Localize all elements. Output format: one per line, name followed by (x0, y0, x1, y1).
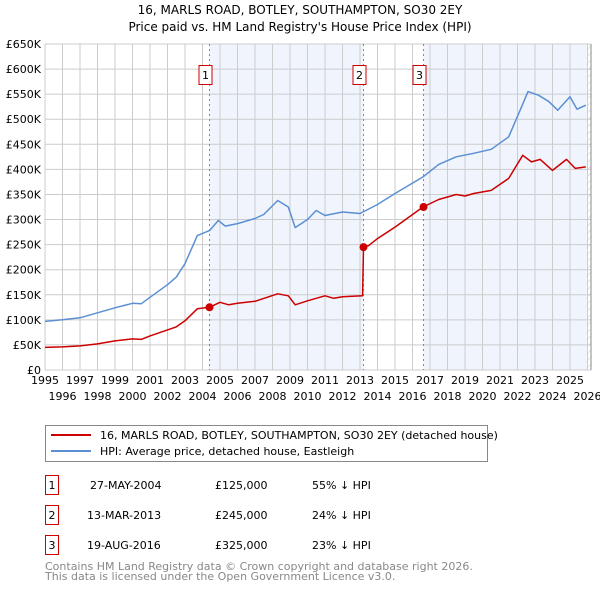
sale-point (419, 203, 428, 211)
table-row: 1 27-MAY-2004 £125,000 55% ↓ HPI (45, 475, 371, 495)
x-tick-label: 2006 (224, 390, 252, 403)
y-tick-label: £600K (6, 63, 42, 76)
y-tick-label: £550K (6, 88, 42, 101)
row-number: 2 (49, 509, 56, 522)
y-tick-label: £50K (13, 339, 42, 352)
x-tick-label: 2005 (206, 374, 234, 387)
x-tick-label: 2016 (399, 390, 427, 403)
x-tick-label: 2000 (119, 390, 147, 403)
table-row: 3 19-AUG-2016 £325,000 23% ↓ HPI (45, 535, 371, 555)
svg-text:2: 2 (356, 69, 363, 82)
y-tick-label: £200K (6, 264, 42, 277)
x-tick-label: 2001 (136, 374, 164, 387)
x-tick-label: 2009 (276, 374, 304, 387)
chart-title: 16, MARLS ROAD, BOTLEY, SOUTHAMPTON, SO3… (138, 3, 463, 17)
row-date: 13-MAR-2013 (87, 509, 161, 522)
legend-label-hpi: HPI: Average price, detached house, East… (100, 445, 354, 458)
x-tick-label: 2014 (364, 390, 392, 403)
sale-point (205, 303, 214, 312)
x-tick-label: 1996 (49, 390, 77, 403)
x-tick-label: 1995 (31, 374, 59, 387)
property-price-line (44, 154, 586, 349)
x-tick-label: 2011 (311, 374, 339, 387)
row-number: 1 (49, 479, 56, 492)
x-tick-label: 2022 (504, 390, 532, 403)
x-tick-label: 2003 (171, 374, 199, 387)
x-tick-label: 2026 (574, 390, 600, 403)
y-tick-label: £100K (6, 314, 42, 327)
ownership-shade-2 (423, 44, 587, 370)
x-tick-label: 1997 (66, 374, 94, 387)
row-hpi: 24% ↓ HPI (312, 509, 371, 522)
y-tick-label: £350K (6, 188, 42, 201)
y-tick-label: £150K (6, 289, 42, 302)
row-price: £125,000 (215, 479, 268, 492)
legend-label-property: 16, MARLS ROAD, BOTLEY, SOUTHAMPTON, SO3… (100, 429, 498, 442)
legend-box (45, 425, 488, 462)
y-tick-label: £650K (6, 38, 42, 51)
row-date: 27-MAY-2004 (90, 479, 162, 492)
y-tick-label: £450K (6, 138, 42, 151)
sale-marker-label: 2 (352, 65, 367, 85)
forecast-hatch (586, 44, 591, 370)
y-tick-label: £0 (27, 364, 41, 377)
x-tick-label: 2015 (381, 374, 409, 387)
y-tick-label: £300K (6, 214, 42, 227)
x-tick-label: 2023 (521, 374, 549, 387)
chart-subtitle: Price paid vs. HM Land Registry's House … (128, 20, 471, 34)
footer-copyright: Contains HM Land Registry data © Crown c… (45, 560, 473, 573)
svg-text:1: 1 (202, 69, 209, 82)
footer-license: This data is licensed under the Open Gov… (44, 570, 395, 583)
x-tick-label: 2004 (189, 390, 217, 403)
x-tick-label: 2013 (346, 374, 374, 387)
svg-text:3: 3 (416, 69, 423, 82)
y-tick-label: £500K (6, 113, 42, 126)
y-tick-label: £400K (6, 163, 42, 176)
row-hpi: 55% ↓ HPI (312, 479, 371, 492)
x-tick-label: 2010 (294, 390, 322, 403)
hpi-line (44, 90, 587, 323)
x-tick-label: 2020 (469, 390, 497, 403)
sale-marker-label: 1 (198, 65, 213, 85)
x-tick-label: 2017 (416, 374, 444, 387)
x-tick-label: 2025 (556, 374, 584, 387)
row-number: 3 (49, 539, 56, 552)
table-row: 2 13-MAR-2013 £245,000 24% ↓ HPI (45, 505, 371, 525)
x-tick-label: 1998 (84, 390, 112, 403)
row-hpi: 23% ↓ HPI (312, 539, 371, 552)
x-tick-label: 2012 (329, 390, 357, 403)
x-tick-label: 1999 (101, 374, 129, 387)
row-price: £245,000 (215, 509, 268, 522)
sale-point (359, 243, 368, 252)
sales-table: 1 27-MAY-2004 £125,000 55% ↓ HPI 2 13-MA… (45, 475, 371, 555)
y-tick-label: £250K (6, 239, 42, 252)
x-tick-label: 2007 (241, 374, 269, 387)
x-tick-label: 2024 (539, 390, 567, 403)
x-tick-label: 2019 (451, 374, 479, 387)
ownership-shade-1 (209, 44, 364, 370)
x-tick-label: 2008 (259, 390, 287, 403)
row-date: 19-AUG-2016 (87, 539, 161, 552)
x-tick-label: 2002 (154, 390, 182, 403)
x-tick-label: 2018 (434, 390, 462, 403)
row-price: £325,000 (215, 539, 268, 552)
sale-marker-label: 3 (412, 65, 427, 85)
x-tick-label: 2021 (486, 374, 514, 387)
